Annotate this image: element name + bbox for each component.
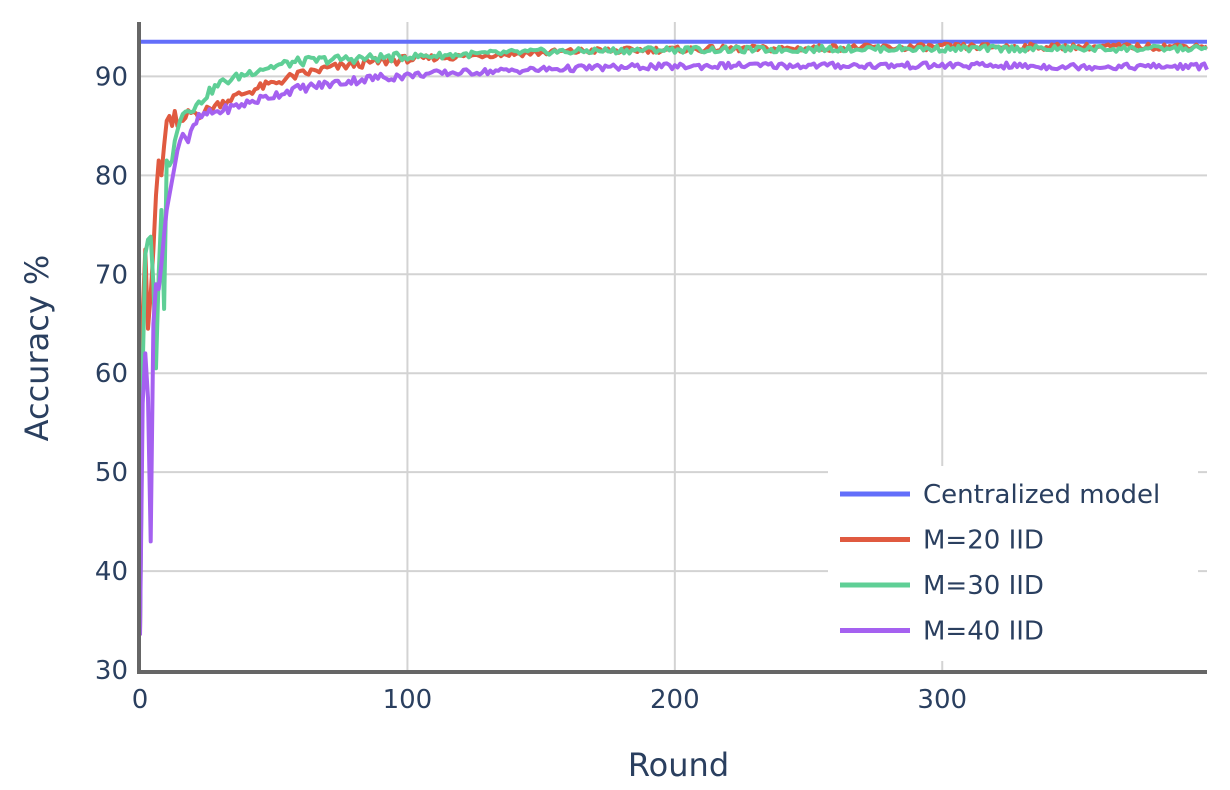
series-line-m-40-iid	[138, 60, 1209, 636]
x-tick-label: 200	[650, 685, 700, 715]
y-tick-label: 80	[95, 161, 128, 191]
y-tick-label: 60	[95, 359, 128, 389]
legend-item-m-30-iid[interactable]: M=30 IID	[840, 571, 1044, 601]
y-tick-label: 70	[95, 260, 128, 290]
x-tick-label: 0	[132, 685, 149, 715]
series-lines	[138, 39, 1209, 636]
x-tick-label: 300	[917, 685, 967, 715]
legend-label: M=30 IID	[923, 571, 1044, 601]
y-tick-label: 30	[95, 656, 128, 686]
legend-label: M=20 IID	[923, 526, 1044, 556]
grid	[140, 22, 1207, 670]
legend-item-m-40-iid[interactable]: M=40 IID	[840, 617, 1044, 647]
x-axis-title: Round	[628, 746, 729, 784]
legend-item-centralized-model[interactable]: Centralized model	[840, 480, 1160, 510]
legend[interactable]: Centralized model M=20 IID M=30 IID M=40 II…	[828, 466, 1198, 661]
y-axis-title: Accuracy %	[18, 255, 56, 442]
y-tick-label: 40	[95, 557, 128, 587]
series-line-m-30-iid	[138, 43, 1208, 631]
y-tick-label: 90	[95, 62, 128, 92]
y-tick-label: 50	[95, 458, 128, 488]
axes: 30 40 50 60 70 80 90 0 100 200 300 Round Accuracy %	[18, 22, 1207, 784]
legend-label: Centralized model	[923, 480, 1160, 510]
x-tick-label: 100	[383, 685, 433, 715]
legend-item-m-20-iid[interactable]: M=20 IID	[840, 526, 1044, 556]
legend-label: M=40 IID	[923, 617, 1044, 647]
